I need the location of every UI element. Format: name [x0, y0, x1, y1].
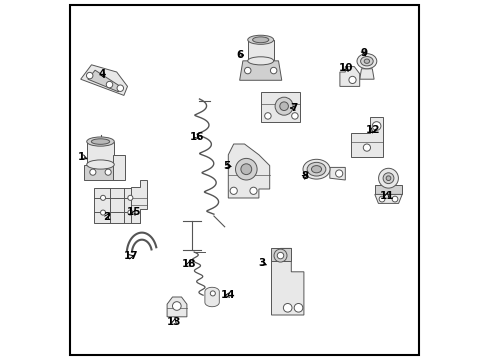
Text: 5: 5 [223, 161, 230, 171]
Text: 12: 12 [366, 125, 380, 135]
Circle shape [241, 164, 251, 175]
Ellipse shape [386, 176, 390, 181]
Polygon shape [374, 194, 401, 203]
Polygon shape [247, 40, 273, 61]
Polygon shape [204, 287, 219, 307]
Ellipse shape [311, 166, 321, 173]
Polygon shape [260, 92, 300, 122]
Text: 13: 13 [167, 317, 181, 327]
Polygon shape [113, 156, 125, 180]
Ellipse shape [91, 139, 109, 144]
Polygon shape [350, 117, 382, 157]
Text: 1: 1 [78, 152, 85, 162]
Ellipse shape [364, 59, 369, 63]
Polygon shape [88, 70, 120, 92]
Circle shape [291, 113, 298, 119]
Circle shape [277, 252, 283, 259]
Circle shape [90, 169, 96, 175]
Circle shape [105, 169, 111, 175]
Circle shape [273, 249, 286, 262]
Circle shape [363, 144, 370, 151]
Text: 6: 6 [236, 50, 244, 60]
Ellipse shape [303, 159, 329, 179]
Circle shape [127, 210, 133, 215]
Polygon shape [83, 165, 117, 180]
Text: 10: 10 [338, 63, 352, 73]
Circle shape [210, 291, 215, 296]
Circle shape [249, 187, 257, 194]
Text: 2: 2 [103, 212, 110, 222]
Circle shape [244, 67, 250, 74]
Polygon shape [228, 144, 269, 198]
Ellipse shape [247, 57, 273, 65]
Circle shape [101, 195, 105, 201]
Ellipse shape [252, 37, 268, 43]
Text: 9: 9 [360, 48, 367, 58]
Circle shape [101, 210, 105, 215]
Polygon shape [81, 65, 127, 95]
Text: 11: 11 [379, 191, 393, 201]
Circle shape [294, 303, 302, 312]
Circle shape [283, 303, 291, 312]
Text: 15: 15 [126, 207, 141, 217]
Circle shape [106, 81, 113, 88]
Text: 8: 8 [301, 171, 308, 181]
Circle shape [279, 102, 288, 111]
Circle shape [275, 97, 292, 115]
Circle shape [391, 196, 397, 202]
Polygon shape [167, 297, 186, 317]
Text: 4: 4 [99, 69, 106, 79]
Circle shape [172, 302, 181, 310]
Text: 18: 18 [181, 258, 196, 269]
Ellipse shape [86, 160, 114, 169]
Polygon shape [329, 167, 345, 180]
Text: 14: 14 [221, 290, 235, 300]
Polygon shape [271, 248, 291, 261]
Polygon shape [131, 180, 147, 223]
Text: 17: 17 [123, 251, 138, 261]
Text: 16: 16 [189, 132, 204, 142]
Polygon shape [94, 188, 140, 223]
Circle shape [264, 113, 270, 119]
Ellipse shape [86, 137, 114, 146]
Text: 7: 7 [290, 103, 297, 113]
Circle shape [230, 187, 237, 194]
Ellipse shape [378, 168, 398, 188]
Circle shape [270, 67, 276, 74]
Ellipse shape [356, 54, 376, 69]
Circle shape [127, 195, 133, 201]
Circle shape [378, 196, 384, 202]
Ellipse shape [247, 35, 273, 44]
Circle shape [86, 72, 93, 79]
Polygon shape [339, 67, 359, 86]
Polygon shape [86, 141, 114, 165]
Ellipse shape [306, 162, 325, 176]
Polygon shape [271, 248, 303, 315]
Circle shape [235, 158, 257, 180]
Circle shape [335, 170, 342, 177]
Text: 3: 3 [258, 258, 265, 268]
Polygon shape [239, 61, 281, 80]
Ellipse shape [382, 173, 393, 184]
Circle shape [371, 122, 380, 130]
Circle shape [117, 85, 123, 91]
Ellipse shape [360, 57, 372, 66]
Polygon shape [359, 69, 373, 79]
Circle shape [348, 76, 355, 84]
Polygon shape [374, 185, 401, 194]
